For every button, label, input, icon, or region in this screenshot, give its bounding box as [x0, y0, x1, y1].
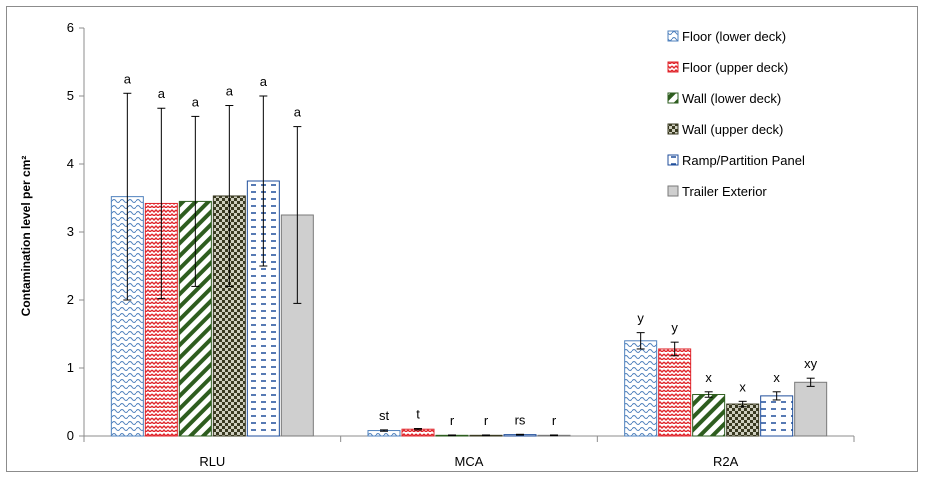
y-tick-label: 5: [67, 88, 74, 103]
bars: [110, 180, 828, 437]
bar: [658, 348, 692, 437]
x-tick-label: R2A: [713, 454, 739, 469]
legend-label: Floor (lower deck): [682, 29, 786, 44]
y-axis-label: Contamination level per cm²: [19, 156, 33, 317]
legend-label: Ramp/Partition Panel: [682, 153, 805, 168]
significance-letter: r: [450, 413, 455, 428]
x-tick-label: MCA: [455, 454, 484, 469]
significance-letter: a: [294, 105, 302, 120]
legend-swatch: [667, 123, 679, 135]
legend-swatch: [667, 154, 679, 166]
axes: 0 1 2 3 4 5 6 RLU MCA R2A: [67, 20, 855, 469]
significance-letter: st: [379, 408, 390, 423]
bar: [692, 394, 726, 437]
significance-letter: t: [416, 407, 420, 422]
y-tick-label: 3: [67, 224, 74, 239]
significance-letter: r: [484, 413, 489, 428]
bar: [760, 395, 794, 437]
significance-letter: y: [637, 311, 644, 326]
legend-label: Trailer Exterior: [682, 184, 767, 199]
bar: [110, 196, 144, 437]
significance-letter: y: [671, 320, 678, 335]
x-tick-label: RLU: [199, 454, 225, 469]
legend-label: Wall (lower deck): [682, 91, 781, 106]
significance-letter: x: [705, 370, 712, 385]
legend-swatch: [667, 185, 679, 197]
legend-swatch: [667, 61, 679, 73]
bar: [794, 381, 828, 437]
error-bars: [123, 92, 815, 437]
bar: [726, 403, 760, 437]
legend-label: Floor (upper deck): [682, 60, 788, 75]
significance-letter: a: [158, 86, 166, 101]
bar: [624, 340, 658, 437]
significance-letter: x: [739, 379, 746, 394]
legend: Floor (lower deck) Floor (upper deck) Wall…: [667, 29, 805, 199]
y-tick-label: 1: [67, 360, 74, 375]
y-tick-label: 4: [67, 156, 74, 171]
significance-letter: xy: [804, 356, 818, 371]
legend-label: Wall (upper deck): [682, 122, 783, 137]
legend-swatch: [667, 92, 679, 104]
significance-letter: a: [226, 84, 234, 99]
significance-letter: a: [260, 74, 268, 89]
significance-letters: a st y a t y a r x a r x a rs x a r xy: [124, 71, 818, 428]
y-tick-label: 6: [67, 20, 74, 35]
legend-swatch: [667, 30, 679, 42]
significance-letter: a: [124, 71, 132, 86]
y-tick-label: 0: [67, 428, 74, 443]
significance-letter: rs: [515, 412, 526, 427]
significance-letter: r: [552, 413, 557, 428]
y-tick-label: 2: [67, 292, 74, 307]
significance-letter: x: [773, 370, 780, 385]
significance-letter: a: [192, 94, 200, 109]
